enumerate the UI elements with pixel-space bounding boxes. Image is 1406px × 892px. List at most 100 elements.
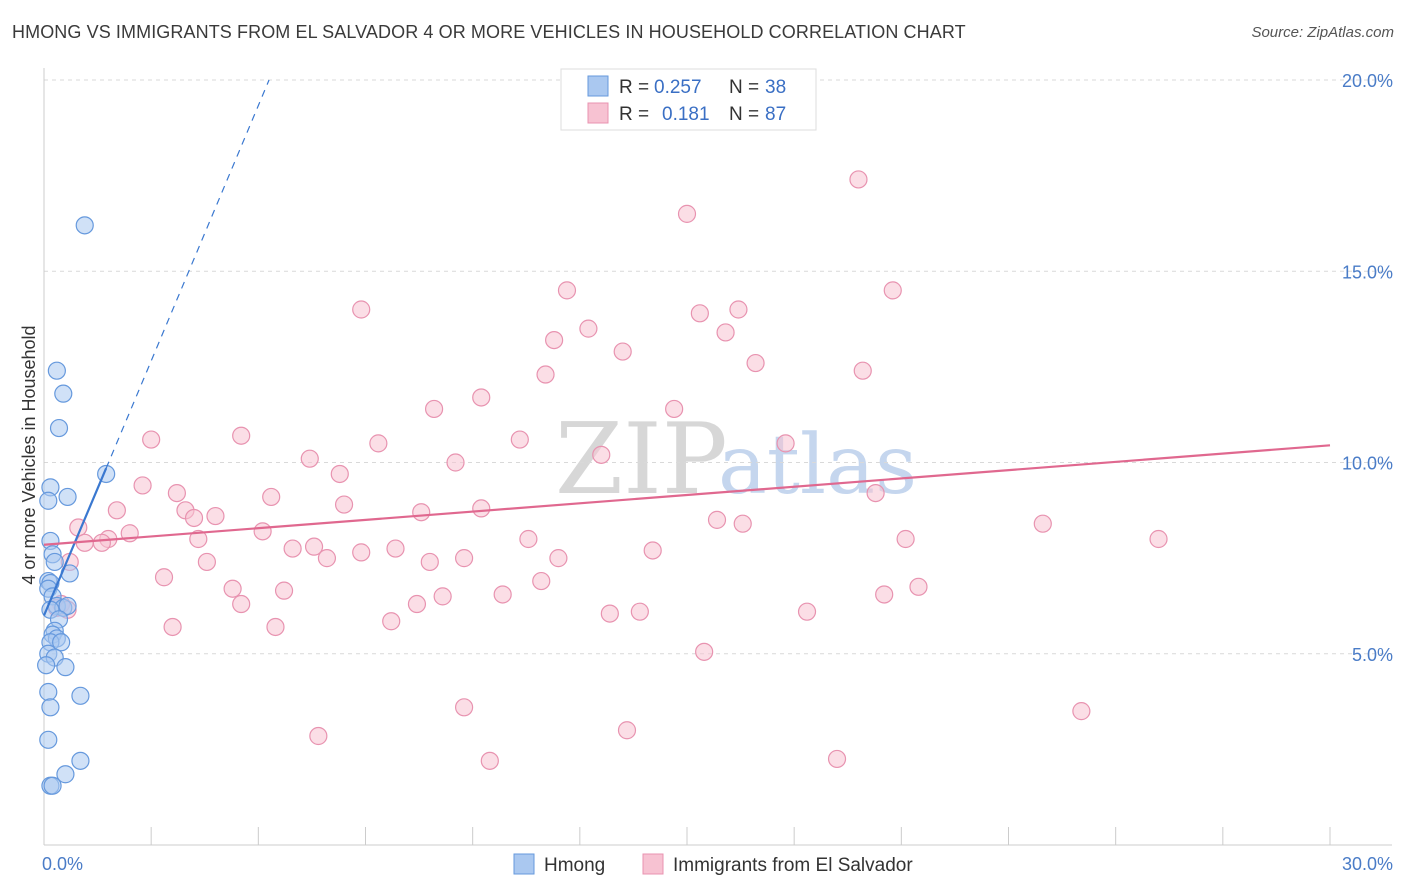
salvador-point xyxy=(532,571,551,591)
legend-swatch-salvador xyxy=(587,102,609,124)
bottom-legend-swatch-salvador xyxy=(642,853,664,875)
legend-r-value-hmong: 0.257 xyxy=(654,77,702,98)
salvador-point xyxy=(557,281,577,300)
y-tick-label: 5.0% xyxy=(1352,645,1393,665)
x-tick-label: 0.0% xyxy=(42,854,83,874)
salvador-trend-line xyxy=(43,444,1331,546)
grid-lines xyxy=(44,79,1392,655)
watermark: ZIP atlas xyxy=(555,403,917,517)
salvador-point xyxy=(733,514,752,533)
salvador-point xyxy=(266,617,285,637)
tick-labels: 5.0% 10.0% 15.0% 20.0% 0.0% 30.0% xyxy=(42,71,1393,874)
salvador-point xyxy=(154,568,174,587)
legend-n-value-hmong: 38 xyxy=(765,77,786,98)
salvador-point xyxy=(334,495,354,514)
salvador-point xyxy=(896,529,915,549)
salvador-point xyxy=(480,751,499,770)
salvador-point xyxy=(232,594,251,614)
salvador-point xyxy=(197,552,216,572)
hmong-point xyxy=(56,658,75,677)
bottom-legend-label-salvador: Immigrants from El Salvador xyxy=(673,855,913,876)
hmong-point xyxy=(71,751,90,770)
hmong-point xyxy=(58,487,77,507)
salvador-point xyxy=(716,323,735,342)
salvador-point xyxy=(1149,529,1168,549)
salvador-point xyxy=(630,602,649,621)
salvador-point xyxy=(133,476,152,495)
salvador-point xyxy=(909,577,928,596)
salvador-point xyxy=(300,449,319,468)
salvador-point xyxy=(424,399,444,419)
salvador-point xyxy=(866,484,885,503)
hmong-point xyxy=(37,656,56,675)
hmong-point xyxy=(58,596,77,616)
bottom-legend-swatch-hmong xyxy=(513,853,535,875)
salvador-point xyxy=(386,539,405,558)
salvador-point xyxy=(352,300,371,319)
salvador-point xyxy=(853,361,872,380)
salvador-point xyxy=(412,503,431,522)
hmong-point xyxy=(52,633,71,652)
salvador-point xyxy=(407,594,427,614)
legend-n-value-salvador: 87 xyxy=(765,104,786,125)
salvador-point xyxy=(184,508,204,528)
salvador-point xyxy=(206,506,225,526)
salvador-point xyxy=(163,617,182,637)
salvador-point xyxy=(1072,702,1091,721)
series-hmong-points xyxy=(37,216,116,795)
y-tick-label: 20.0% xyxy=(1342,71,1393,91)
salvador-point xyxy=(617,721,637,740)
hmong-point xyxy=(54,384,73,403)
y-axis-title: 4 or more Vehicles in Household xyxy=(19,325,39,584)
hmong-point xyxy=(75,216,94,235)
hmong-point xyxy=(71,686,90,705)
salvador-point xyxy=(283,539,302,558)
hmong-point xyxy=(49,418,69,438)
salvador-point xyxy=(883,281,902,300)
salvador-point xyxy=(690,304,709,323)
salvador-point xyxy=(746,353,765,373)
source-label: Source: ZipAtlas.com xyxy=(1251,24,1394,41)
salvador-point xyxy=(167,484,186,503)
salvador-point xyxy=(262,487,281,507)
trend-lines xyxy=(42,79,1331,616)
salvador-point xyxy=(142,430,161,449)
y-tick-label: 15.0% xyxy=(1342,262,1393,282)
hmong-point xyxy=(39,730,58,749)
legend-box: R = 0.257 N = 38 R = 0.181 N = 87 xyxy=(560,68,817,131)
salvador-point xyxy=(472,388,491,407)
salvador-point xyxy=(797,602,817,621)
salvador-point xyxy=(600,604,619,623)
salvador-point xyxy=(592,445,611,464)
legend-swatch-hmong xyxy=(587,75,609,97)
salvador-point xyxy=(223,579,242,598)
salvador-point xyxy=(493,585,512,604)
bottom-legend-label-hmong: Hmong xyxy=(544,855,605,876)
salvador-point xyxy=(665,399,684,419)
hmong-point xyxy=(39,682,58,702)
hmong-point xyxy=(41,698,60,717)
salvador-point xyxy=(107,501,126,520)
salvador-point xyxy=(849,170,868,189)
hmong-point xyxy=(43,776,62,795)
salvador-point xyxy=(454,698,474,717)
axis-ticks xyxy=(43,827,1331,845)
hmong-trend-extension xyxy=(105,79,270,469)
salvador-point xyxy=(1033,514,1052,533)
salvador-point xyxy=(330,464,349,484)
salvador-point xyxy=(446,453,465,472)
salvador-point xyxy=(536,365,555,384)
hmong-point xyxy=(56,765,75,784)
watermark-zip: ZIP xyxy=(555,403,728,517)
salvador-point xyxy=(545,331,564,350)
salvador-point xyxy=(579,319,598,338)
salvador-point xyxy=(776,434,795,453)
salvador-point xyxy=(454,549,474,568)
axes xyxy=(43,68,1392,846)
salvador-point xyxy=(274,581,294,600)
hmong-point xyxy=(39,491,58,510)
hmong-point xyxy=(45,552,64,572)
chart-title: HMONG VS IMMIGRANTS FROM EL SALVADOR 4 O… xyxy=(12,22,966,42)
salvador-point xyxy=(729,300,748,319)
